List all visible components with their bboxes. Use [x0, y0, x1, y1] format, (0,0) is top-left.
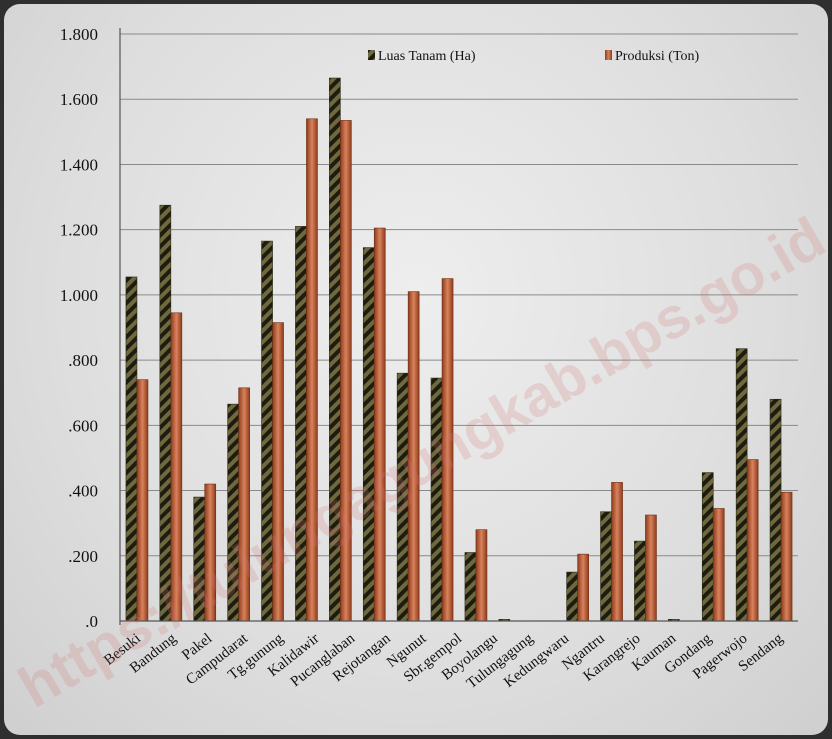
y-tick-label: 1.000 — [60, 286, 98, 305]
legend-label-luas-tanam: Luas Tanam (Ha) — [378, 49, 476, 64]
bar-luas-tanam — [465, 553, 476, 621]
legend-swatch-luas-tanam — [368, 50, 375, 60]
bar-produksi — [374, 228, 385, 621]
y-tick-label: .400 — [68, 482, 98, 501]
y-tick-labels: .0.200.400.600.8001.0001.2001.4001.6001.… — [60, 25, 98, 631]
bar-luas-tanam — [601, 512, 612, 621]
y-tick-label: 1.200 — [60, 221, 98, 240]
y-tick-label: 1.800 — [60, 25, 98, 44]
legend-label-produksi: Produksi (Ton) — [615, 49, 700, 64]
bar-luas-tanam — [634, 541, 645, 621]
bar-produksi — [747, 460, 758, 621]
chart-frame: .0.200.400.600.800 1.000 1.200 1.400 1.600 1.… — [4, 4, 828, 735]
bar-luas-tanam — [126, 277, 137, 621]
bar-produksi — [476, 530, 487, 621]
bar-luas-tanam — [363, 248, 374, 621]
bar-produksi — [578, 554, 589, 621]
bar-luas-tanam — [702, 473, 713, 621]
bar-produksi — [645, 515, 656, 621]
bar-produksi — [713, 508, 724, 621]
bar-produksi — [781, 492, 792, 621]
legend-swatch-produksi — [605, 50, 612, 60]
legend: Luas Tanam (Ha) Produksi (Ton) — [368, 49, 700, 64]
y-tick-label: .600 — [68, 416, 98, 435]
y-tick-label: 1.400 — [60, 155, 98, 174]
bar-luas-tanam — [160, 205, 171, 621]
y-tick-label: .200 — [68, 547, 98, 566]
y-tick-label: 1.600 — [60, 90, 98, 109]
bar-chart: .0.200.400.600.8001.0001.2001.4001.6001.… — [4, 4, 828, 735]
bar-luas-tanam — [567, 572, 578, 621]
bar-luas-tanam — [736, 349, 747, 621]
y-tick-label: .800 — [68, 351, 98, 370]
bar-produksi — [612, 482, 623, 621]
bar-luas-tanam — [770, 399, 781, 621]
